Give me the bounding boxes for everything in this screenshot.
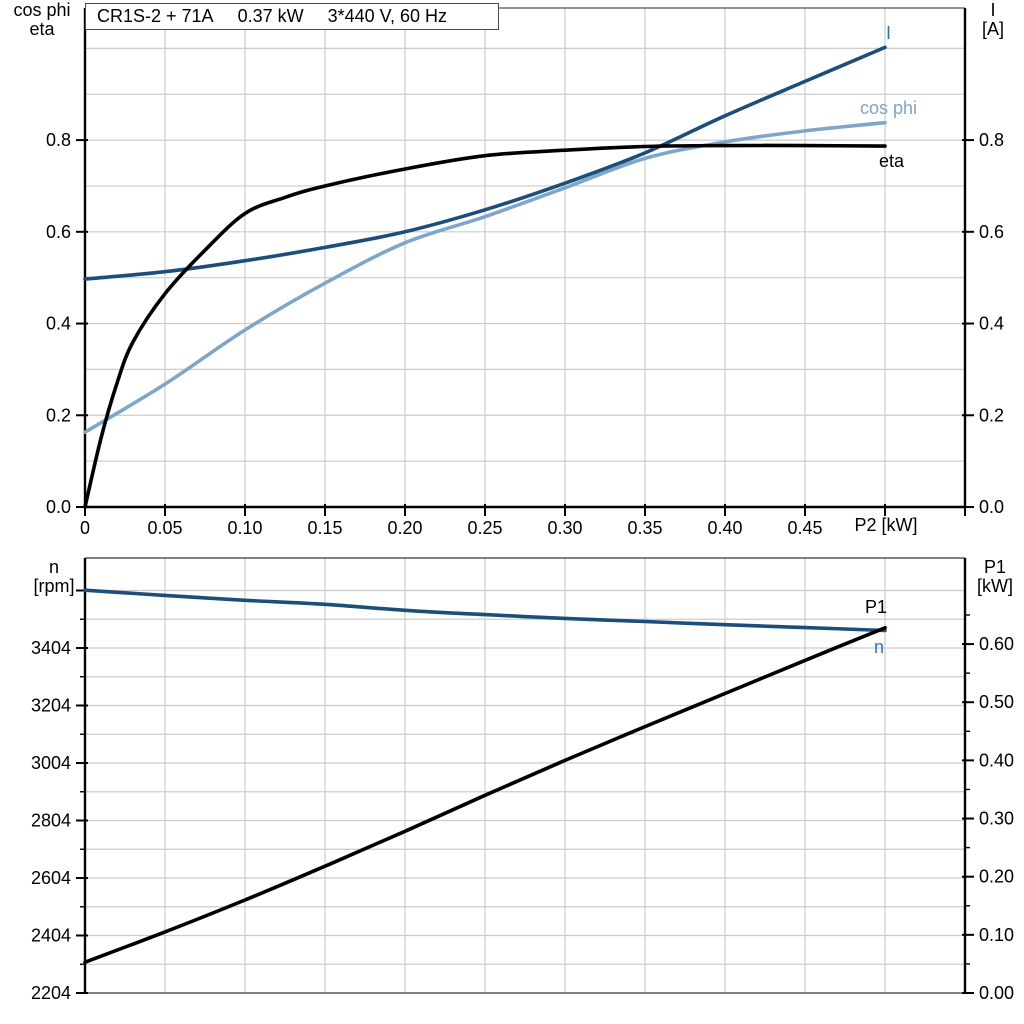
chart-title-box: CR1S-2 + 71A 0.37 kW 3*440 V, 60 Hz bbox=[85, 3, 499, 30]
title-voltage-frequency: 3*440 V, 60 Hz bbox=[327, 6, 448, 26]
top-x-tick-label: 0.15 bbox=[307, 518, 342, 538]
bottom-left-tick-label: 3004 bbox=[31, 753, 71, 773]
bottom-right-axis-title: P1 [kW] bbox=[977, 557, 1013, 596]
top-left-axis-title: cos phi eta bbox=[13, 0, 71, 39]
curve-label-P1: P1 bbox=[865, 597, 888, 617]
top-x-tick-label: 0.20 bbox=[387, 518, 422, 538]
top-x-tick-label: 0.35 bbox=[627, 518, 662, 538]
top-y-tick-label-left: 0.8 bbox=[46, 130, 71, 150]
top-y-tick-label-right: 0.8 bbox=[979, 130, 1004, 150]
top-x-tick-label: 0.05 bbox=[147, 518, 182, 538]
bottom-right-tick-label: 0.10 bbox=[979, 925, 1014, 945]
top-y-tick-label-left: 0.0 bbox=[46, 497, 71, 517]
top-y-tick-label-left: 0.2 bbox=[46, 405, 71, 425]
top-y-tick-label-right: 0.4 bbox=[979, 314, 1004, 334]
curve-label-I: I bbox=[886, 23, 892, 43]
bottom-right-tick-label: 0.00 bbox=[979, 983, 1014, 1003]
top-y-tick-label-left: 0.4 bbox=[46, 314, 71, 334]
top-curve-eta bbox=[83, 143, 887, 509]
bottom-curve-P1 bbox=[83, 626, 887, 964]
bottom-left-tick-label: 2404 bbox=[31, 925, 71, 945]
bottom-right-tick-label: 0.20 bbox=[979, 867, 1014, 887]
top-curve-I bbox=[83, 45, 887, 281]
top-y-tick-label-right: 0.0 bbox=[979, 497, 1004, 517]
curve-label-eta: eta bbox=[879, 151, 905, 171]
bottom-left-tick-label: 3204 bbox=[31, 695, 71, 715]
top-x-tick-label: 0 bbox=[80, 518, 90, 538]
bottom-left-tick-label: 2604 bbox=[31, 868, 71, 888]
top-x-tick-label: 0.10 bbox=[227, 518, 262, 538]
bottom-left-tick-label: 3404 bbox=[31, 638, 71, 658]
top-x-tick-label: 0.25 bbox=[467, 518, 502, 538]
bottom-left-tick-label: 2204 bbox=[31, 983, 71, 1003]
top-x-tick-label: 0.40 bbox=[707, 518, 742, 538]
bottom-left-tick-label: 2804 bbox=[31, 810, 71, 830]
bottom-right-tick-label: 0.60 bbox=[979, 634, 1014, 654]
bottom-right-tick-label: 0.50 bbox=[979, 692, 1014, 712]
top-x-axis-title: P2 [kW] bbox=[854, 515, 918, 535]
bottom-right-tick-label: 0.40 bbox=[979, 750, 1014, 770]
top-y-tick-label-right: 0.2 bbox=[979, 405, 1004, 425]
bottom-left-axis-title: n [rpm] bbox=[33, 557, 75, 596]
top-x-tick-label: 0.30 bbox=[547, 518, 582, 538]
top-curve-cos-phi bbox=[83, 120, 887, 434]
top-y-tick-label-right: 0.6 bbox=[979, 222, 1004, 242]
curve-label-n: n bbox=[874, 637, 885, 657]
title-pump-model: CR1S-2 + 71A bbox=[97, 6, 214, 26]
top-x-tick-label: 0.45 bbox=[787, 518, 822, 538]
top-right-axis-title: I [A] bbox=[981, 0, 1004, 39]
bottom-right-tick-label: 0.30 bbox=[979, 809, 1014, 829]
title-power: 0.37 kW bbox=[237, 6, 304, 26]
bottom-curve-n bbox=[83, 588, 887, 633]
top-y-tick-label-left: 0.6 bbox=[46, 222, 71, 242]
curve-label-cos-phi: cos phi bbox=[860, 98, 918, 118]
